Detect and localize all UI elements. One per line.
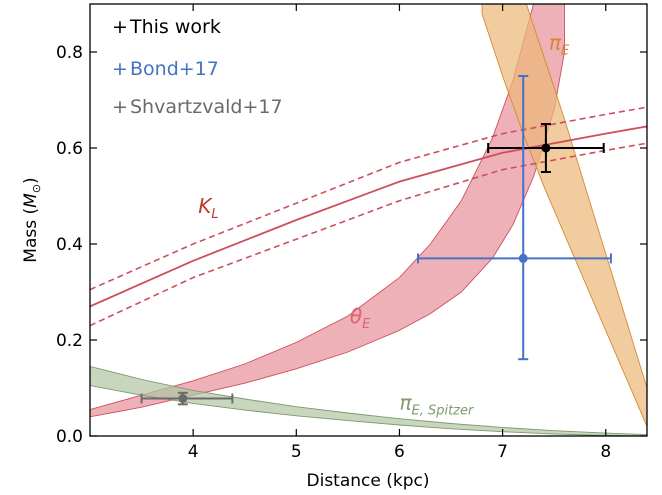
band-2 xyxy=(90,365,647,436)
series-line-center-0 xyxy=(90,125,647,308)
legend-label-this-work: This work xyxy=(129,16,221,38)
legend: + This work + Bond+17 + Shvartzvald+17 xyxy=(112,16,283,118)
label-pi-e-spitzer: πE, Spitzer xyxy=(399,391,475,419)
data-point-this-work xyxy=(487,123,605,173)
x-tick-label-5: 5 xyxy=(291,442,302,462)
legend-entry-this-work: + This work xyxy=(112,16,221,38)
point-marker-shvartzvald-17 xyxy=(178,394,188,404)
x-tick-label-8: 8 xyxy=(600,442,611,462)
data-point-shvartzvald-17 xyxy=(140,391,234,406)
legend-marker-bond17: + xyxy=(112,58,128,80)
label-kl: KL xyxy=(198,194,218,222)
point-marker-this-work xyxy=(541,143,551,153)
y-tick-label-1: 0.2 xyxy=(56,331,83,351)
y-tick-label-3: 0.6 xyxy=(56,139,83,159)
x-tick-label-7: 7 xyxy=(497,442,508,462)
legend-entry-shvartzvald17: + Shvartzvald+17 xyxy=(112,96,283,118)
y-axis-label: Mass (M⊙) xyxy=(21,177,43,262)
band-0 xyxy=(90,4,565,418)
y-tick-label-4: 0.8 xyxy=(56,43,83,63)
legend-label-bond17: Bond+17 xyxy=(130,58,219,80)
legend-entry-bond17: + Bond+17 xyxy=(112,58,219,80)
x-tick-label-4: 4 xyxy=(188,442,199,462)
series-line-upper-0 xyxy=(90,106,647,291)
label-pi-e: πE xyxy=(549,31,570,59)
point-marker-bond-17 xyxy=(518,253,528,263)
x-tick-label-6: 6 xyxy=(394,442,405,462)
label-theta-e: θE xyxy=(350,304,371,332)
x-axis-label: Distance (kpc) xyxy=(307,471,430,491)
legend-label-shvartzvald17: Shvartzvald+17 xyxy=(130,96,283,118)
y-tick-label-2: 0.4 xyxy=(56,235,83,255)
band-labels-layer: KL θE πE πE, Spitzer xyxy=(198,31,570,419)
legend-marker-shvartzvald17: + xyxy=(112,96,128,118)
data-point-bond-17 xyxy=(417,75,612,361)
points-layer xyxy=(140,75,612,406)
lines-layer xyxy=(90,106,647,327)
series-line-lower-0 xyxy=(90,142,647,327)
plot-frame xyxy=(89,3,648,437)
ticks-layer: 4 5 6 7 8 0.0 0.2 0.4 0.6 0.8 xyxy=(56,4,647,462)
y-tick-label-0: 0.0 xyxy=(56,427,83,447)
legend-marker-this-work: + xyxy=(112,16,128,38)
